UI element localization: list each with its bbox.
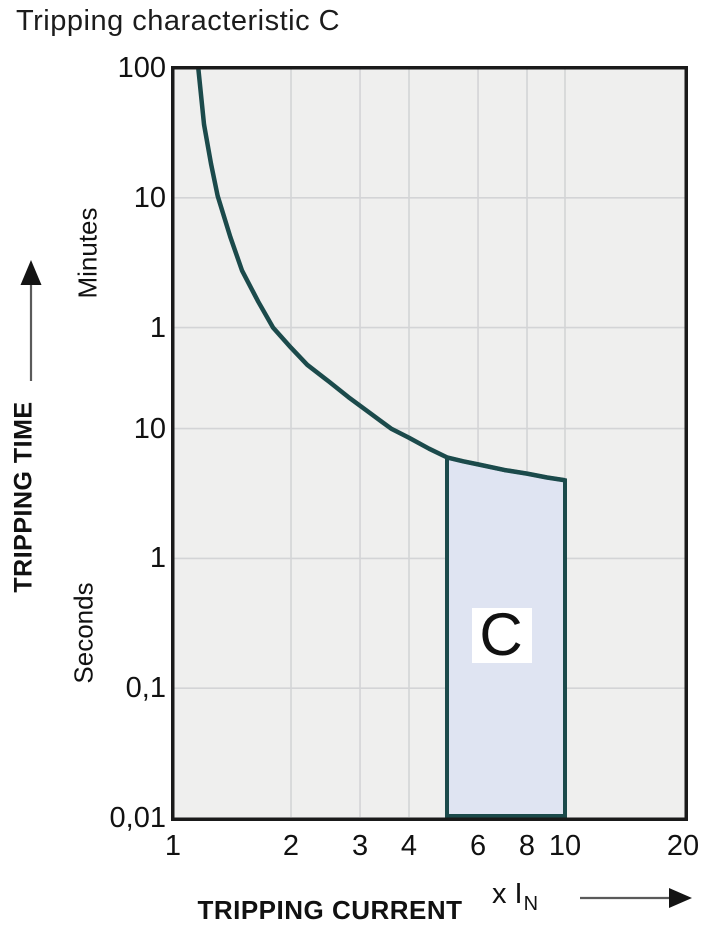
y-tick-label-1-Seconds: 1: [149, 542, 166, 575]
x-tick-label-8: 8: [518, 830, 536, 862]
y-tick-label-1-Minutes: 1: [149, 311, 166, 344]
y-tick-label-100-Minutes: 100: [117, 51, 166, 84]
x-axis-unit-prefix: x I: [492, 878, 523, 910]
x-axis-unit-subscript: N: [523, 893, 539, 915]
x-tick-label-2: 2: [282, 830, 300, 862]
x-tick-label-4: 4: [400, 830, 418, 862]
region-label: C: [479, 601, 522, 668]
y-axis-unit-minutes: Minutes: [72, 207, 103, 299]
y-axis-arrow-icon: [20, 260, 42, 381]
tripping-curve: [196, 67, 566, 483]
y-tick-label-10-Minutes: 10: [133, 181, 166, 214]
y-tick-label-0,01-Seconds: 0,01: [109, 802, 166, 834]
chart-title: Tripping characteristic C: [16, 5, 341, 37]
x-tick-label-3: 3: [351, 830, 369, 862]
x-tick-label-20: 20: [666, 830, 700, 862]
x-axis-unit: x IN: [492, 878, 538, 915]
x-tick-label-10: 10: [548, 830, 582, 862]
plot-area: C: [171, 66, 688, 821]
y-axis-unit-seconds: Seconds: [68, 582, 99, 684]
x-axis-title: TRIPPING CURRENT: [197, 895, 463, 925]
y-tick-label-10-Seconds: 10: [133, 412, 166, 445]
plot-background: [173, 68, 686, 819]
y-axis-title: TRIPPING TIME: [9, 401, 38, 593]
region-label-box: [472, 608, 532, 663]
x-tick-label-6: 6: [469, 830, 487, 862]
x-tick-label-1: 1: [164, 830, 182, 862]
x-axis-arrow-icon: [580, 888, 692, 908]
y-tick-label-0,1-Seconds: 0,1: [125, 672, 166, 705]
plot-border: [171, 66, 688, 821]
